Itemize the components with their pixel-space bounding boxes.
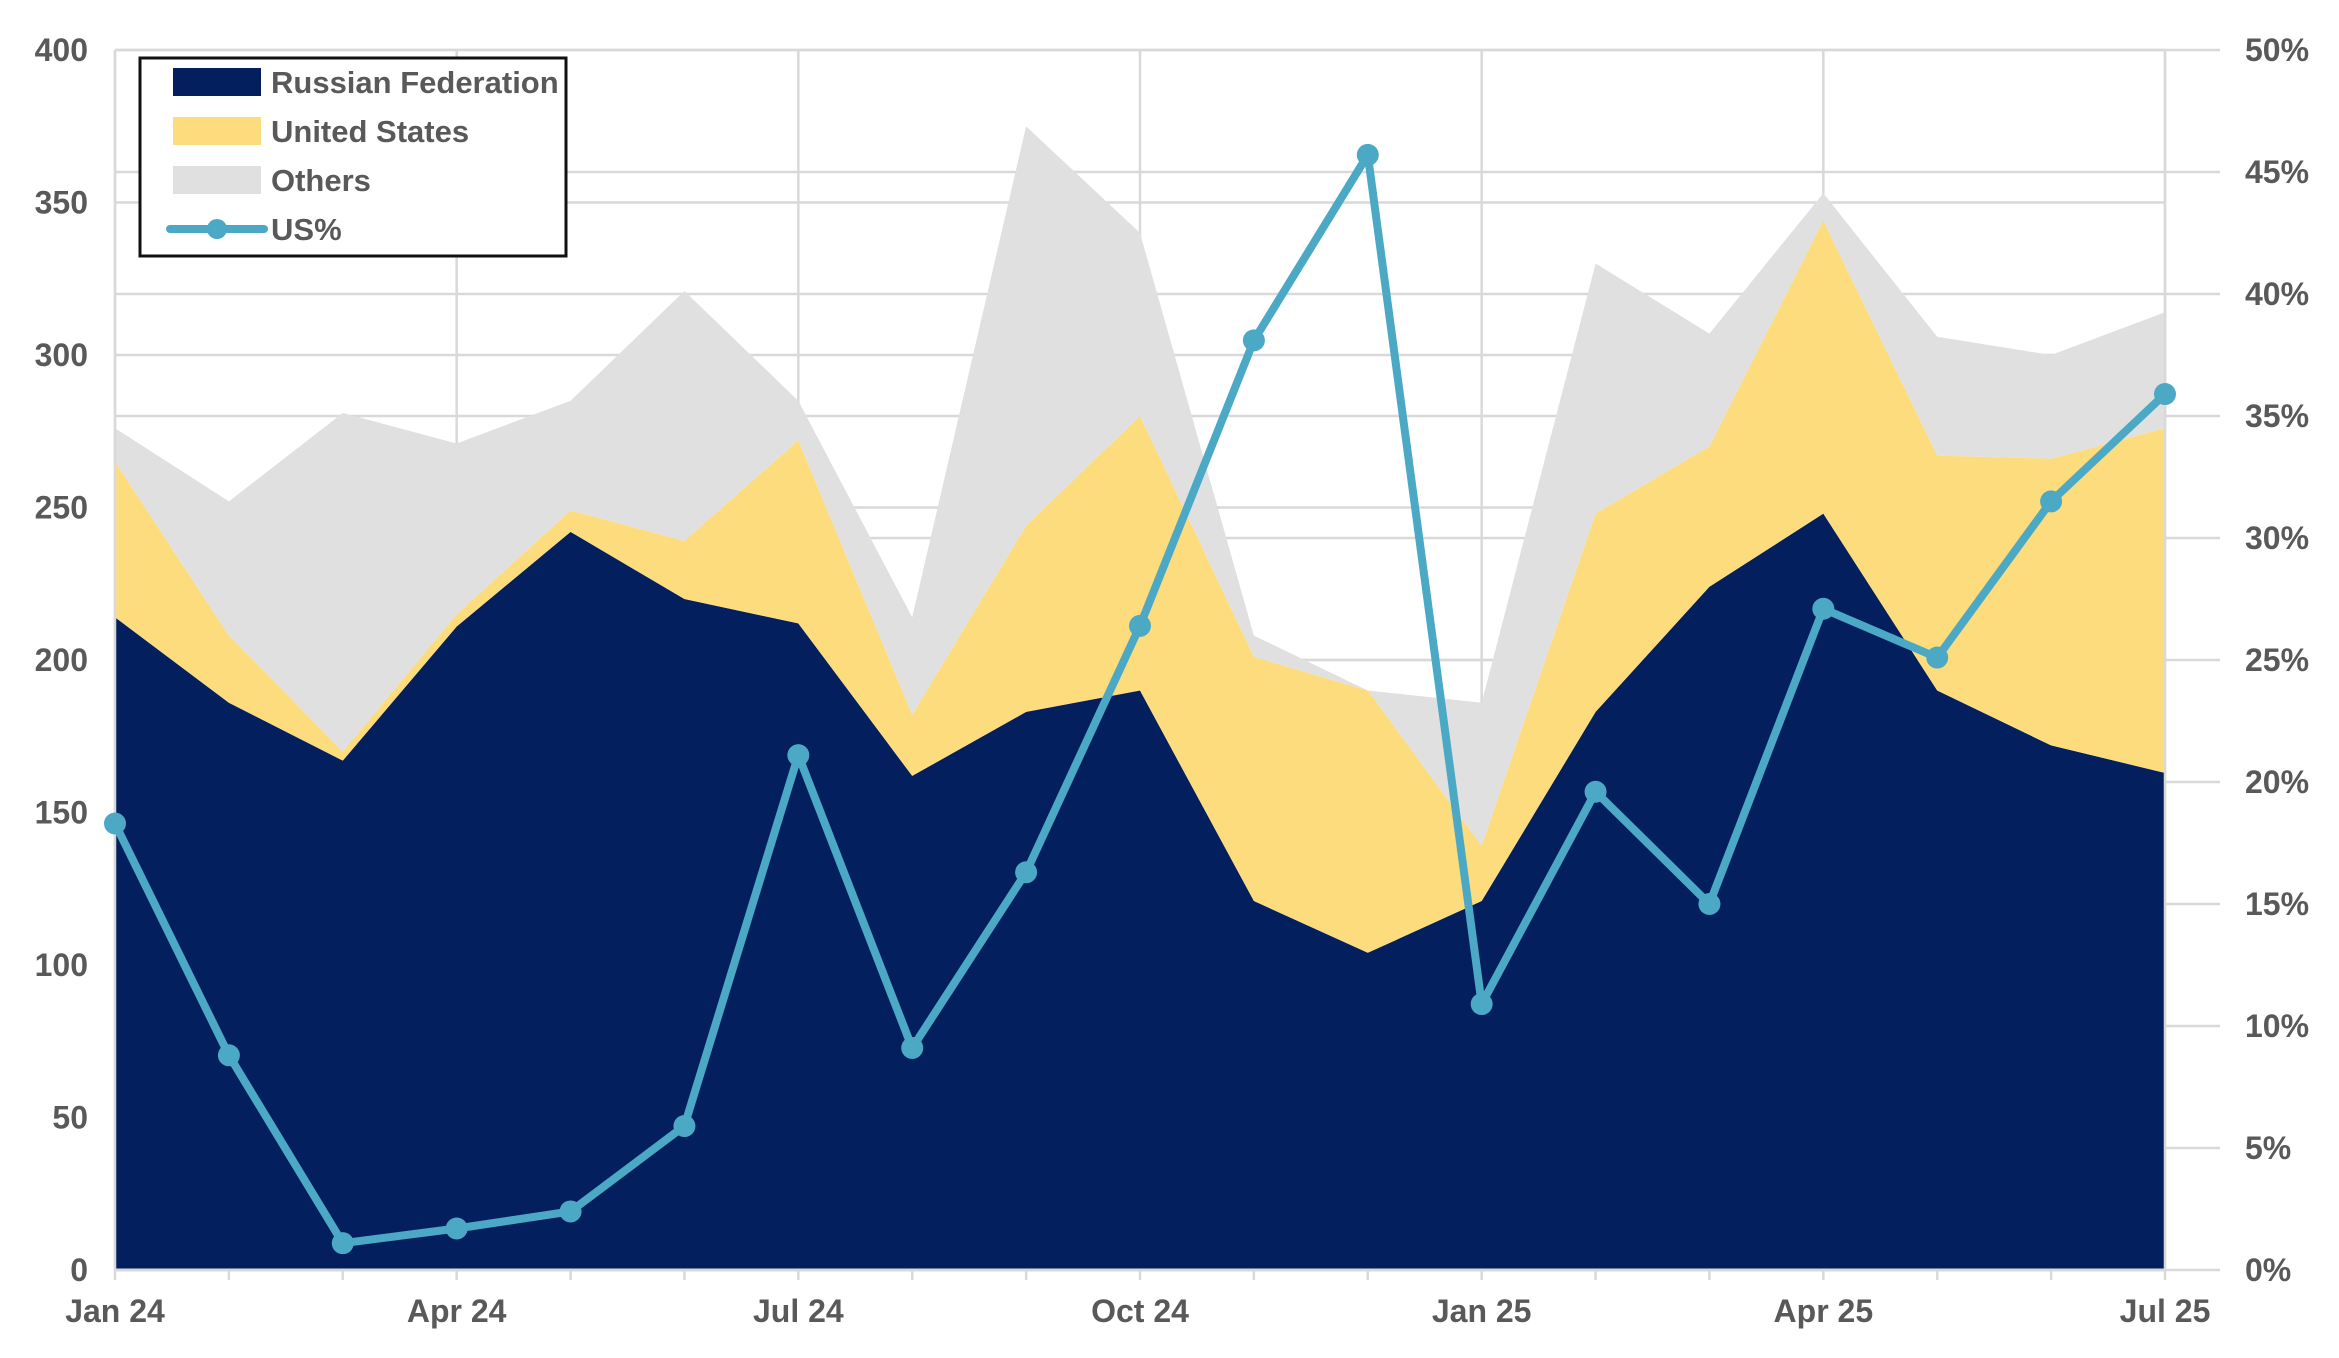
us-percent-point-15: [1812, 597, 1835, 620]
y-left-tick-label: 200: [35, 642, 88, 678]
y-right-tick-label: 25%: [2245, 642, 2309, 678]
y-left-tick-label: 100: [35, 947, 88, 983]
us-percent-line: [104, 143, 2176, 1255]
x-tick-label: Jul 24: [753, 1293, 844, 1329]
y-right-tick-label: 30%: [2245, 520, 2309, 556]
axes: [113, 50, 2167, 1280]
us-percent-point-6: [787, 744, 810, 767]
legend: Russian Federation United States Others US%: [138, 56, 568, 258]
legend-label: Others: [271, 163, 371, 198]
y-right-tick-label: 0%: [2245, 1252, 2291, 1288]
y-left-tick-label: 350: [35, 185, 88, 221]
x-tick-label: Apr 24: [407, 1293, 507, 1329]
area-others: [115, 126, 2165, 847]
y-left-tick-label: 250: [35, 490, 88, 526]
y-right-tick-label: 50%: [2245, 32, 2309, 68]
area-russian-federation: [115, 513, 2165, 1270]
x-tick-label: Jul 25: [2120, 1293, 2211, 1329]
legend-label: US%: [271, 212, 342, 247]
y-right-tick-label: 5%: [2245, 1130, 2291, 1166]
y-left-tick-label: 0: [70, 1252, 88, 1288]
y-left-tick-label: 150: [35, 795, 88, 831]
area-united-states: [115, 220, 2165, 953]
y-right-tick-label: 20%: [2245, 764, 2309, 800]
us-percent-point-7: [901, 1036, 924, 1059]
us-percent-point-11: [1356, 143, 1379, 166]
us-percent-point-4: [559, 1200, 582, 1223]
x-tick-label: Jan 25: [1432, 1293, 1532, 1329]
us-percent-point-13: [1584, 780, 1607, 803]
us-percent-point-1: [217, 1044, 240, 1067]
us-percent-point-5: [673, 1115, 696, 1138]
tick-labels: 0 50 100 150 200 250 300 350 400 0% 5% 10% 15% 20% 25%…: [35, 32, 2309, 1329]
us-percent-point-16: [1926, 646, 1949, 669]
y-right-tick-label: 15%: [2245, 886, 2309, 922]
us-percent-point-17: [2040, 490, 2063, 513]
legend-key-united-states: [173, 117, 261, 145]
us-percent-point-10: [1242, 329, 1265, 352]
legend-key-russian-federation: [173, 68, 261, 96]
us-percent-point-18: [2154, 383, 2176, 406]
y-left-tick-label: 300: [35, 337, 88, 373]
legend-label: Russian Federation: [271, 65, 559, 100]
x-tick-label: Oct 24: [1091, 1293, 1189, 1329]
y-left-tick-label: 400: [35, 32, 88, 68]
y-right-tick-label: 10%: [2245, 1008, 2309, 1044]
us-percent-point-9: [1129, 614, 1151, 637]
x-tick-label: Jan 24: [65, 1293, 165, 1329]
x-tick-label: Apr 25: [1774, 1293, 1874, 1329]
y-right-tick-label: 40%: [2245, 276, 2309, 312]
y-left-tick-label: 50: [52, 1100, 88, 1136]
y-right-tick-label: 35%: [2245, 398, 2309, 434]
legend-key-others: [173, 166, 261, 194]
us-percent-point-0: [104, 812, 126, 835]
legend-label: United States: [271, 114, 469, 149]
us-percent-point-12: [1470, 993, 1493, 1016]
us-percent-point-2: [331, 1232, 354, 1255]
us-percent-point-14: [1698, 893, 1721, 915]
us-percent-point-3: [445, 1217, 468, 1240]
y-right-tick-label: 45%: [2245, 154, 2309, 190]
us-percent-point-8: [1015, 861, 1038, 884]
stacked-areas: [115, 126, 2165, 1270]
legend-key-us-percent-marker: [207, 219, 227, 239]
